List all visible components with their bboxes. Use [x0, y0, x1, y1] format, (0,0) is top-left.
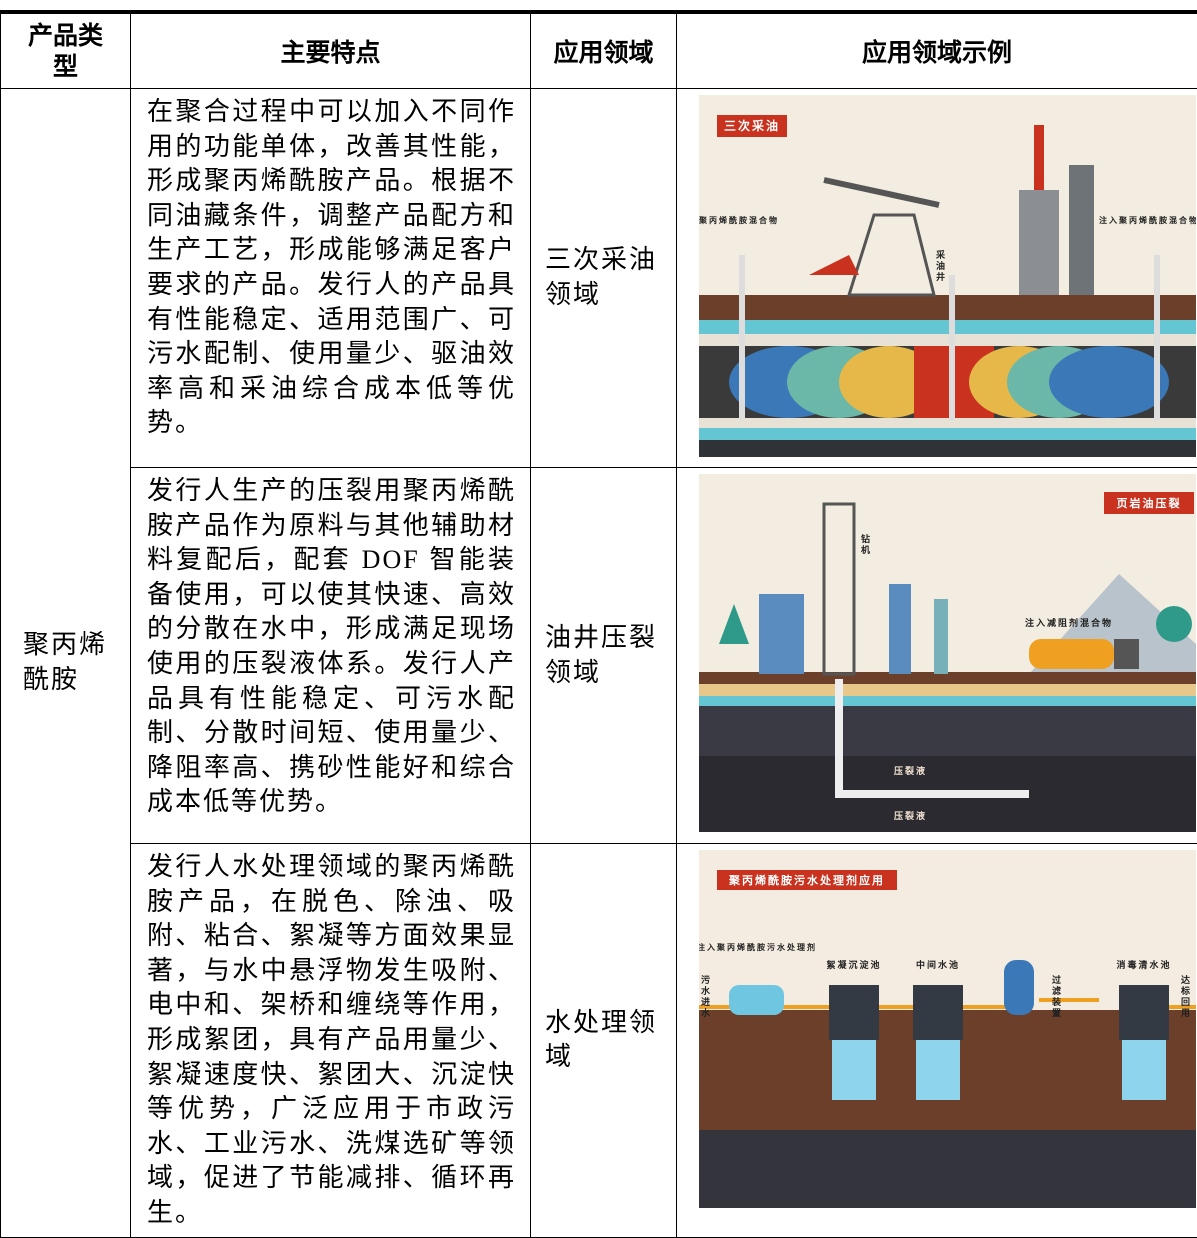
- illustration-label: 压裂液: [894, 765, 927, 777]
- illustration-title: 页岩油压裂: [1117, 496, 1182, 510]
- row: 发行人水处理领域的聚丙烯酰胺产品，在脱色、除浊、吸附、粘合、絮凝等方面效果显著，…: [1, 844, 1197, 1238]
- illustration-cell: 页岩油压裂 钻机 注入减阻剂混合物 压裂液 压裂液: [677, 468, 1197, 844]
- product-cell: 聚丙烯酰胺: [1, 89, 131, 1238]
- illustration: 聚丙烯酰胺污水处理剂应用 注入聚丙烯酰胺污水处理剂 污水进水 絮凝沉淀池 中间水…: [699, 850, 1196, 1208]
- illustration-label: 注入聚丙烯酰胺混合物: [1099, 215, 1196, 225]
- illustration-cell: 聚丙烯酰胺污水处理剂应用 注入聚丙烯酰胺污水处理剂 污水进水 絮凝沉淀池 中间水…: [677, 844, 1197, 1238]
- header-cell: 主要特点: [131, 12, 531, 89]
- field-cell: 油井压裂领域: [531, 468, 677, 844]
- row: 发行人生产的压裂用聚丙烯酰胺产品作为原料与其他辅助材料复配后，配套 DOF 智能…: [1, 468, 1197, 844]
- label: 注入聚丙烯酰胺混合物: [1099, 215, 1196, 225]
- row: 聚丙烯酰胺 在聚合过程中可以加入不同作用的功能单体，改善其性能，形成聚丙烯酰胺产…: [1, 89, 1197, 468]
- field-cell: 水处理领域: [531, 844, 677, 1238]
- features-cell: 发行人生产的压裂用聚丙烯酰胺产品作为原料与其他辅助材料复配后，配套 DOF 智能…: [131, 468, 531, 844]
- illustration-label: 钻机: [859, 533, 870, 556]
- features-cell: 在聚合过程中可以加入不同作用的功能单体，改善其性能，形成聚丙烯酰胺产品。根据不同…: [131, 89, 531, 468]
- illustration-label: 中间水池: [916, 959, 960, 971]
- header-row: 产品类型 主要特点 应用领域 应用领域示例: [1, 12, 1197, 89]
- illustration-label: 压裂液: [894, 810, 927, 822]
- illustration-cell: 三次采油 注入聚丙烯酰胺混合物 注入聚丙烯酰胺混合物 采油井: [677, 89, 1197, 468]
- illustration: 页岩油压裂 钻机 注入减阻剂混合物 压裂液 压裂液: [699, 474, 1196, 832]
- illustration-label: 达标回用: [1179, 974, 1191, 1019]
- illustration-label: 注入聚丙烯酰胺污水处理剂: [699, 942, 817, 952]
- product-table: 产品类型 主要特点 应用领域 应用领域示例 聚丙烯酰胺 在聚合过程中可以加入不同…: [0, 10, 1197, 1238]
- features-cell: 发行人水处理领域的聚丙烯酰胺产品，在脱色、除浊、吸附、粘合、絮凝等方面效果显著，…: [131, 844, 531, 1238]
- header-cell: 产品类型: [1, 12, 131, 89]
- illustration-title: 三次采油: [724, 118, 780, 133]
- field-cell: 三次采油领域: [531, 89, 677, 468]
- illustration-label: 絮凝沉淀池: [826, 959, 881, 971]
- illustration-label: 采油井: [934, 249, 946, 283]
- header-cell: 应用领域: [531, 12, 677, 89]
- illustration-label: 过滤装置: [1050, 974, 1062, 1019]
- label: 注入聚丙烯酰胺混合物: [699, 215, 779, 225]
- illustration-label: 注入聚丙烯酰胺混合物: [699, 215, 779, 225]
- illustration-label: 注入减阻剂混合物: [1025, 617, 1113, 629]
- illustration-label: 污水进水: [699, 974, 710, 1019]
- illustration-title: 聚丙烯酰胺污水处理剂应用: [728, 873, 885, 887]
- header-cell: 应用领域示例: [677, 12, 1197, 89]
- illustration-label: 消毒清水池: [1116, 959, 1171, 971]
- illustration: 三次采油 注入聚丙烯酰胺混合物 注入聚丙烯酰胺混合物 采油井: [699, 95, 1196, 457]
